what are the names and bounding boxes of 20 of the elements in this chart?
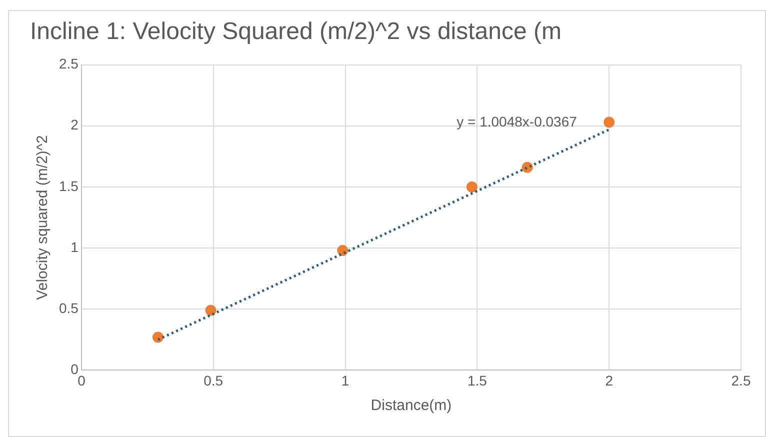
y-tick-label: 1.5 [58, 178, 79, 194]
x-tick-label: 0.5 [204, 372, 224, 388]
x-tick-label: 1 [341, 372, 350, 388]
y-tick-label: 0.5 [58, 300, 79, 316]
y-tick-label: 2 [70, 116, 79, 133]
point [337, 244, 348, 256]
point [205, 304, 216, 316]
point [466, 181, 478, 192]
chart-title: Incline 1: Velocity Squared (m/2)^2 vs distance (m [30, 18, 562, 46]
x-tick-label: 2 [605, 372, 614, 388]
y-tick-label: 2.5 [58, 56, 79, 72]
y-tick-label: 1 [70, 238, 79, 255]
point [604, 116, 615, 128]
x-tick-label: 1.5 [467, 372, 488, 388]
point [152, 332, 164, 343]
y-tick-label: 0 [70, 361, 79, 378]
x-axis-title: Distance(m) [370, 397, 452, 414]
annotation: y = 1.0048x-0.0367 [456, 114, 578, 130]
x-tick-label: 2.5 [731, 372, 751, 388]
y-axis-title: Velocity squared (m/2)^2 [34, 135, 52, 300]
